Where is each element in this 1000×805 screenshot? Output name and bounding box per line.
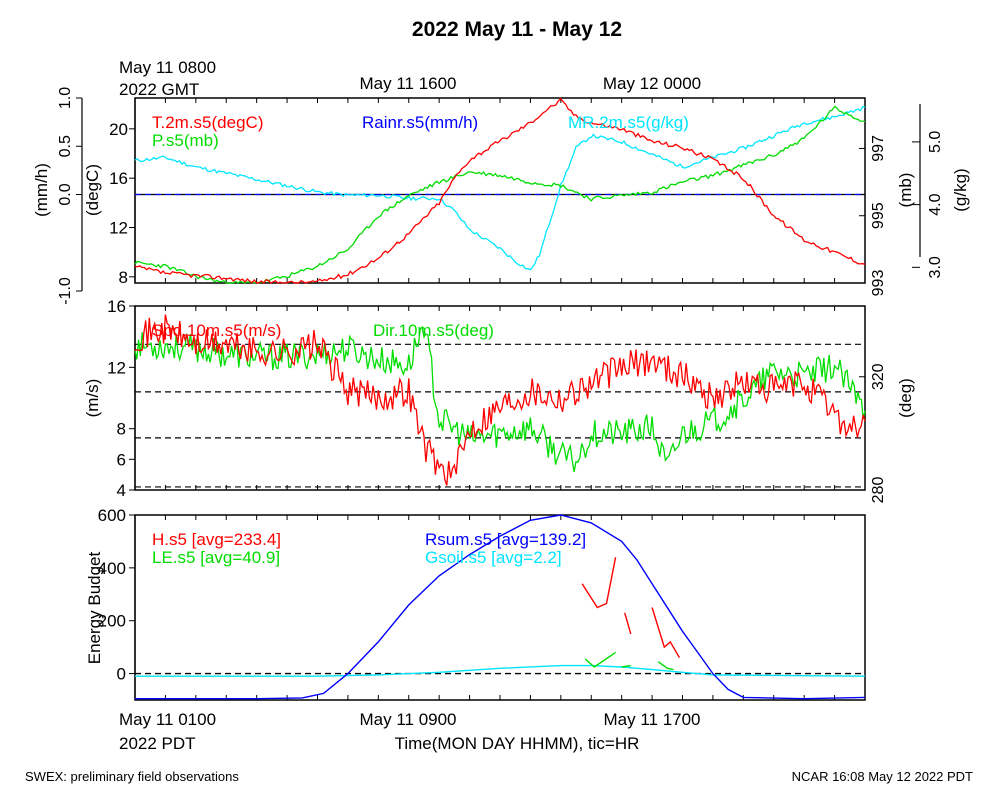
rain-rate-legend: Rainr.s5(mm/h) [362,113,478,132]
latent-heat-legend: LE.s5 [avg=40.9] [152,548,280,567]
speed-tick-label: 12 [107,358,126,377]
soil-heat-legend: Gsoil.s5 [avg=2.2] [425,548,562,567]
footer-left-note: SWEX: preliminary field observations [25,769,239,784]
speed-legend: Spd.10m.s5(m/s) [152,321,281,340]
bottom-start-timezone-label: 2022 PDT [119,734,196,753]
mm-h-tick-label: 0.0 [57,183,74,205]
mm-h-tick-label: 1.0 [57,87,74,109]
top-start-timezone-label: 2022 GMT [119,80,199,99]
g-kg-tick-label: 4.0 [927,193,944,215]
direction-axis-label: (deg) [896,378,915,418]
mixing-ratio-series [134,105,866,271]
speed-series [134,314,866,486]
mb-tick-label: 993 [870,270,887,297]
mixing-ratio-legend: MR.2m.s5(g/kg) [568,113,689,132]
degc-axis-label: (degC) [83,164,102,216]
energy-axis-label: Energy Budget [85,551,104,664]
direction-legend: Dir.10m.s5(deg) [373,321,494,340]
speed-tick-label: 6 [117,450,126,469]
temperature-series [134,97,866,284]
bottom-start-time-label: May 11 0100 [119,710,216,729]
latent-heat-series [657,661,674,671]
net-radiation-legend: Rsum.s5 [avg=139.2] [425,530,586,549]
speed-tick-label: 8 [117,420,126,439]
mm-h-axis-label: (mm/h) [32,163,51,217]
speed-tick-label: 4 [117,481,126,500]
plot-layer: -1.0 0.0 0.5 1.0 (mm/h) 8 12 16 20 (degC) 993 995 99… [32,87,970,701]
mm-h-tick-label: 0.5 [57,135,74,157]
energy-tick-label: 0 [117,665,126,684]
speed-axis-label: (m/s) [83,379,102,418]
bottom-mid-time-label: May 11 0900 [359,710,456,729]
top-mid-time-label: May 11 1600 [359,74,456,93]
pressure-legend: P.s5(mb) [152,131,219,150]
direction-tick-label: 280 [870,477,887,504]
direction-series [134,325,866,473]
top-start-time-label: May 11 0800 [119,58,216,77]
degc-tick-label: 8 [119,268,128,287]
g-kg-tick-label: 5.0 [927,131,944,153]
latent-heat-series [584,651,616,668]
sensible-heat-series [581,557,617,609]
g-kg-tick-label: 3.0 [927,256,944,278]
sensible-heat-series [624,612,632,635]
speed-tick-label: 16 [107,297,126,316]
energy-tick-label: 200 [98,612,126,631]
footer-right-note: NCAR 16:08 May 12 2022 PDT [792,769,973,784]
chart-title: 2022 May 11 - May 12 [412,18,622,41]
latent-heat-series [621,664,631,668]
degc-tick-label: 12 [109,219,128,238]
mb-tick-label: 995 [870,202,887,229]
top-end-time-label: May 12 0000 [603,74,701,93]
energy-tick-label: 600 [98,506,126,525]
degc-tick-label: 16 [109,169,128,188]
degc-tick-label: 20 [109,120,128,139]
mm-h-tick-label: -1.0 [57,277,74,305]
sensible-heat-legend: H.s5 [avg=233.4] [152,530,281,549]
x-axis-title: Time(MON DAY HHMM), tic=HR [395,734,640,753]
mb-axis-label: (mb) [896,173,915,208]
sensible-heat-series [651,607,681,659]
temperature-legend: T.2m.s5(degC) [152,113,263,132]
energy-tick-label: 400 [98,559,126,578]
bottom-end-time-label: May 11 1700 [603,710,700,729]
direction-tick-label: 320 [870,363,887,390]
net-radiation-series [135,514,866,700]
g-kg-axis-label: (g/kg) [951,168,970,211]
soil-heat-series [135,664,866,677]
mb-tick-label: 997 [870,135,887,162]
